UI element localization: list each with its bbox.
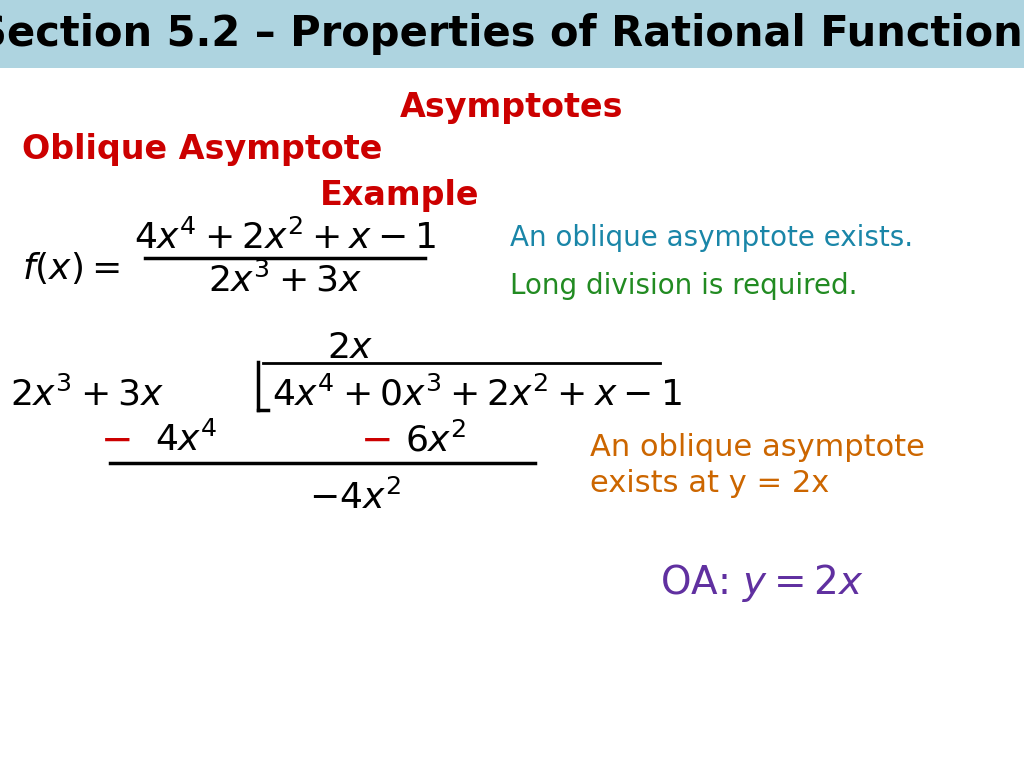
FancyBboxPatch shape	[0, 0, 1024, 68]
Text: $6x^2$: $6x^2$	[406, 422, 467, 458]
Text: An oblique asymptote: An oblique asymptote	[590, 433, 925, 462]
Text: $2x^3 + 3x$: $2x^3 + 3x$	[10, 376, 164, 412]
Text: OA: $y = 2x$: OA: $y = 2x$	[660, 562, 863, 604]
Text: $4x^4 + 0x^3 + 2x^2 + x - 1$: $4x^4 + 0x^3 + 2x^2 + x - 1$	[272, 376, 682, 412]
Text: $4x^4 + 2x^2 + x - 1$: $4x^4 + 2x^2 + x - 1$	[134, 220, 436, 256]
Text: $-4x^2$: $-4x^2$	[309, 480, 401, 516]
Text: An oblique asymptote exists.: An oblique asymptote exists.	[510, 224, 913, 252]
Text: $-$: $-$	[99, 421, 130, 459]
Text: $f(x) =$: $f(x) =$	[22, 250, 120, 286]
Text: $-$: $-$	[359, 421, 390, 459]
Text: $4x^4$: $4x^4$	[155, 422, 218, 458]
Text: exists at y = 2x: exists at y = 2x	[590, 468, 829, 498]
Text: Section 5.2 – Properties of Rational Functions: Section 5.2 – Properties of Rational Fun…	[0, 13, 1024, 55]
Text: $2x^3 + 3x$: $2x^3 + 3x$	[208, 262, 362, 298]
Text: Asymptotes: Asymptotes	[400, 91, 624, 124]
Text: Oblique Asymptote: Oblique Asymptote	[22, 134, 382, 167]
Text: $2x$: $2x$	[327, 331, 374, 365]
Text: Example: Example	[321, 180, 480, 213]
Text: Long division is required.: Long division is required.	[510, 272, 857, 300]
